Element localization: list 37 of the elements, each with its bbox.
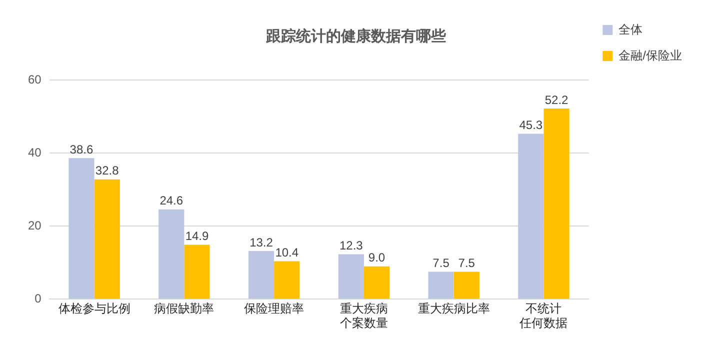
bar (454, 272, 480, 299)
text: 13.2 (250, 235, 273, 250)
legend-label: 全体 (618, 22, 643, 36)
x-tick-label: 病假缺勤率 (154, 302, 214, 316)
legend-label: 金融/保险业 (618, 48, 682, 62)
bar (428, 272, 454, 299)
text: 12.3 (339, 238, 363, 253)
bar (364, 266, 390, 299)
x-tick-label: 重大疾病比率 (418, 302, 490, 316)
bar (248, 250, 274, 299)
text: 14.9 (185, 229, 209, 244)
y-tick-label: 60 (28, 72, 42, 86)
text: 52.2 (544, 92, 568, 107)
chart-title: 跟踪统计的健康数据有哪些 (265, 27, 447, 46)
bar (274, 261, 300, 299)
text: 10.4 (275, 246, 299, 260)
x-tick-label: 不统计任何数据 (518, 302, 568, 330)
y-tick-label: 40 (28, 145, 42, 160)
x-tick-label: 重大疾病个案数量 (340, 302, 388, 330)
text: 45.3 (519, 118, 543, 132)
bar (184, 244, 210, 299)
text: 7.5 (432, 256, 450, 270)
y-tick-label: 0 (34, 292, 42, 306)
bar (94, 179, 120, 299)
text: 7.5 (458, 256, 475, 270)
x-tick-label: 保险理赔率 (244, 302, 304, 316)
text: 38.6 (70, 142, 94, 156)
y-tick-label: 20 (28, 218, 42, 232)
x-tick-label: 体检参与比例 (58, 302, 130, 316)
text: 9.0 (368, 250, 386, 265)
bar (338, 254, 364, 299)
bar (158, 209, 184, 299)
bar (68, 158, 94, 299)
text: 32.8 (95, 164, 119, 178)
bar (544, 108, 570, 299)
bar (518, 134, 544, 299)
text: 24.6 (160, 194, 184, 208)
